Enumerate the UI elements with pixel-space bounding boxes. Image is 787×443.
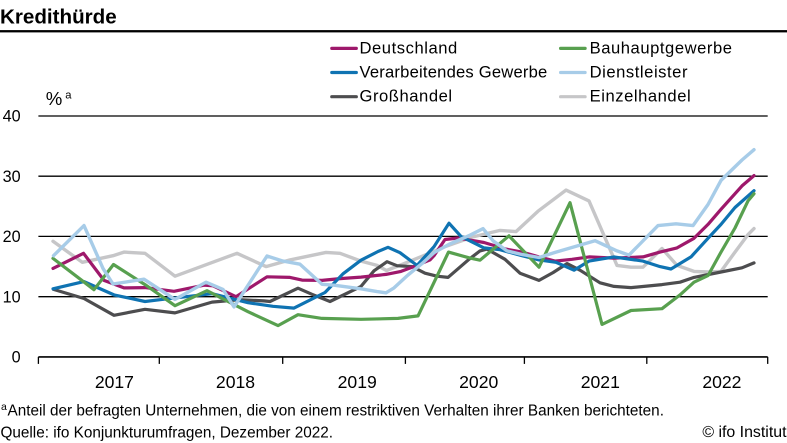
svg-text:Kredithürde: Kredithürde <box>0 6 117 29</box>
svg-text:Quelle: ifo Konjunkturumfragen: Quelle: ifo Konjunkturumfragen, Dezember… <box>1 425 333 442</box>
svg-text:%: % <box>46 88 63 109</box>
svg-text:30: 30 <box>3 168 21 186</box>
svg-text:2019: 2019 <box>338 372 377 392</box>
svg-text:20: 20 <box>3 228 21 246</box>
svg-text:Bauhauptgewerbe: Bauhauptgewerbe <box>590 38 733 57</box>
svg-text:Anteil der befragten Unternehm: Anteil der befragten Unternehmen, die vo… <box>8 403 664 420</box>
svg-text:40: 40 <box>3 108 21 126</box>
svg-text:Verarbeitendes Gewerbe: Verarbeitendes Gewerbe <box>360 63 548 82</box>
svg-text:a: a <box>1 401 7 413</box>
svg-text:Einzelhandel: Einzelhandel <box>590 87 692 106</box>
svg-text:© ifo Institut: © ifo Institut <box>702 424 787 441</box>
svg-text:0: 0 <box>12 349 21 367</box>
svg-text:2021: 2021 <box>581 372 620 392</box>
svg-text:2020: 2020 <box>459 372 498 392</box>
svg-text:Dienstleister: Dienstleister <box>590 63 688 82</box>
svg-text:2022: 2022 <box>702 372 741 392</box>
svg-text:10: 10 <box>3 288 21 306</box>
svg-text:2017: 2017 <box>95 372 134 392</box>
svg-text:2018: 2018 <box>216 372 255 392</box>
svg-text:a: a <box>65 89 72 101</box>
svg-text:Deutschland: Deutschland <box>360 38 458 57</box>
svg-text:Großhandel: Großhandel <box>360 87 453 106</box>
